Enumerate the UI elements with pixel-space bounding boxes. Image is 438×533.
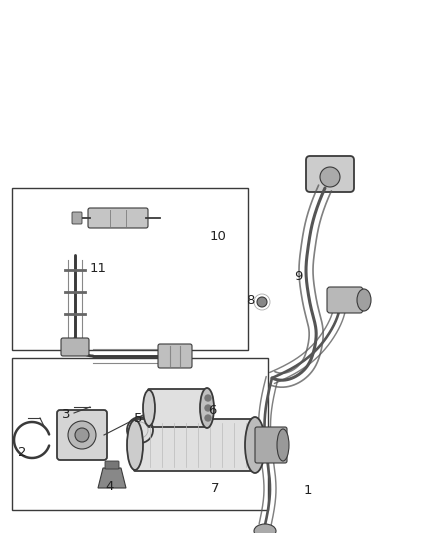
FancyBboxPatch shape [148, 389, 208, 427]
FancyBboxPatch shape [306, 156, 354, 192]
FancyBboxPatch shape [88, 208, 148, 228]
Text: 8: 8 [246, 294, 254, 306]
Ellipse shape [277, 429, 289, 461]
Ellipse shape [200, 388, 214, 428]
Text: 9: 9 [294, 271, 302, 284]
Circle shape [320, 167, 340, 187]
Circle shape [257, 297, 267, 307]
FancyBboxPatch shape [134, 419, 256, 471]
Text: 7: 7 [211, 481, 219, 495]
FancyBboxPatch shape [61, 338, 89, 356]
Circle shape [75, 428, 89, 442]
Circle shape [68, 421, 96, 449]
FancyBboxPatch shape [327, 287, 363, 313]
Ellipse shape [127, 420, 143, 470]
Text: 11: 11 [89, 262, 106, 274]
Ellipse shape [143, 390, 155, 426]
Bar [12, 188, 248, 350]
Bar [12, 358, 268, 510]
Text: 2: 2 [18, 447, 26, 459]
Ellipse shape [254, 524, 276, 533]
Circle shape [205, 415, 211, 421]
Text: 10: 10 [209, 230, 226, 244]
Text: 1: 1 [304, 483, 312, 497]
FancyBboxPatch shape [158, 344, 192, 368]
Text: 3: 3 [62, 408, 70, 422]
FancyBboxPatch shape [255, 427, 287, 463]
Polygon shape [98, 468, 126, 488]
Circle shape [205, 405, 211, 411]
Text: 4: 4 [106, 481, 114, 494]
Circle shape [205, 395, 211, 401]
Text: 5: 5 [134, 411, 142, 424]
FancyBboxPatch shape [57, 410, 107, 460]
Text: 6: 6 [208, 403, 216, 416]
FancyBboxPatch shape [72, 212, 82, 224]
Ellipse shape [357, 289, 371, 311]
FancyBboxPatch shape [105, 461, 119, 469]
Ellipse shape [245, 417, 265, 473]
